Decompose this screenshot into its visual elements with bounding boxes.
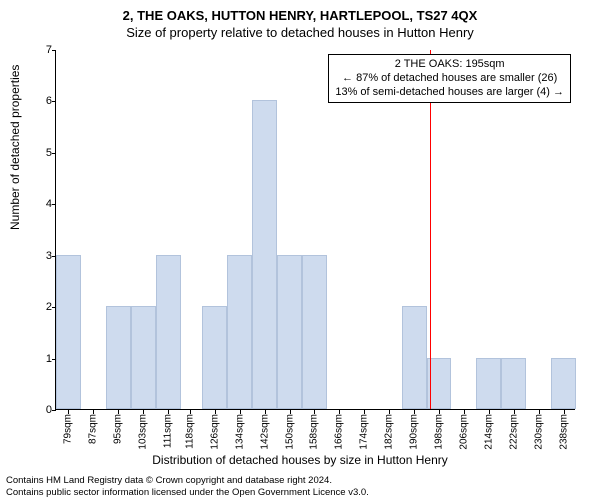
histogram-bar	[106, 306, 131, 409]
x-tick-label: 111sqm	[163, 414, 174, 448]
histogram-bar	[277, 255, 302, 409]
y-tick-label: 3	[38, 250, 52, 262]
histogram-bar	[501, 358, 526, 409]
x-tick-label: 230sqm	[533, 414, 544, 450]
y-tick-mark	[52, 101, 56, 102]
reference-line	[430, 50, 431, 409]
x-tick-label: 214sqm	[483, 414, 494, 450]
x-tick-label: 238sqm	[558, 414, 569, 450]
x-tick-label: 134sqm	[234, 414, 245, 450]
info-line-2: ← 87% of detached houses are smaller (26…	[335, 72, 564, 86]
histogram-bar	[551, 358, 576, 409]
histogram-bar	[131, 306, 156, 409]
x-tick-label: 174sqm	[359, 414, 370, 450]
x-tick-label: 158sqm	[309, 414, 320, 450]
y-tick-label: 6	[38, 95, 52, 107]
histogram-bar	[227, 255, 252, 409]
page-title-sub: Size of property relative to detached ho…	[0, 23, 600, 40]
x-tick-label: 190sqm	[409, 414, 420, 450]
x-tick-label: 95sqm	[113, 414, 124, 444]
x-tick-label: 126sqm	[209, 414, 220, 450]
x-tick-label: 182sqm	[384, 414, 395, 450]
histogram-bar	[402, 306, 427, 409]
x-tick-label: 206sqm	[458, 414, 469, 450]
info-line-3: 13% of semi-detached houses are larger (…	[335, 86, 564, 100]
y-axis-label: Number of detached properties	[8, 65, 22, 230]
footer-attribution: Contains HM Land Registry data © Crown c…	[6, 475, 369, 498]
y-tick-mark	[52, 153, 56, 154]
x-tick-label: 166sqm	[334, 414, 345, 450]
page-title-main: 2, THE OAKS, HUTTON HENRY, HARTLEPOOL, T…	[0, 0, 600, 23]
histogram-bar	[56, 255, 81, 409]
histogram-bar	[202, 306, 227, 409]
y-tick-mark	[52, 410, 56, 411]
x-axis-label: Distribution of detached houses by size …	[0, 453, 600, 467]
y-tick-label: 1	[38, 353, 52, 365]
y-tick-label: 4	[38, 198, 52, 210]
y-tick-label: 2	[38, 301, 52, 313]
histogram-bar	[302, 255, 327, 409]
x-tick-label: 198sqm	[433, 414, 444, 450]
plot-area: 0123456779sqm87sqm95sqm103sqm111sqm118sq…	[55, 50, 575, 410]
x-tick-label: 222sqm	[508, 414, 519, 450]
chart-container: 0123456779sqm87sqm95sqm103sqm111sqm118sq…	[55, 50, 575, 410]
histogram-bar	[156, 255, 181, 409]
y-tick-label: 7	[38, 44, 52, 56]
histogram-bar	[252, 100, 277, 409]
x-tick-label: 87sqm	[88, 414, 99, 444]
y-tick-mark	[52, 50, 56, 51]
info-annotation-box: 2 THE OAKS: 195sqm← 87% of detached hous…	[328, 54, 571, 103]
x-tick-label: 150sqm	[284, 414, 295, 450]
y-tick-mark	[52, 204, 56, 205]
x-tick-label: 118sqm	[184, 414, 195, 449]
x-tick-label: 103sqm	[138, 414, 149, 450]
x-tick-label: 79sqm	[63, 414, 74, 444]
footer-line-1: Contains HM Land Registry data © Crown c…	[6, 475, 369, 486]
histogram-bar	[476, 358, 501, 409]
footer-line-2: Contains public sector information licen…	[6, 487, 369, 498]
info-line-1: 2 THE OAKS: 195sqm	[335, 58, 564, 72]
y-tick-label: 5	[38, 147, 52, 159]
y-tick-label: 0	[38, 404, 52, 416]
x-tick-label: 142sqm	[259, 414, 270, 450]
